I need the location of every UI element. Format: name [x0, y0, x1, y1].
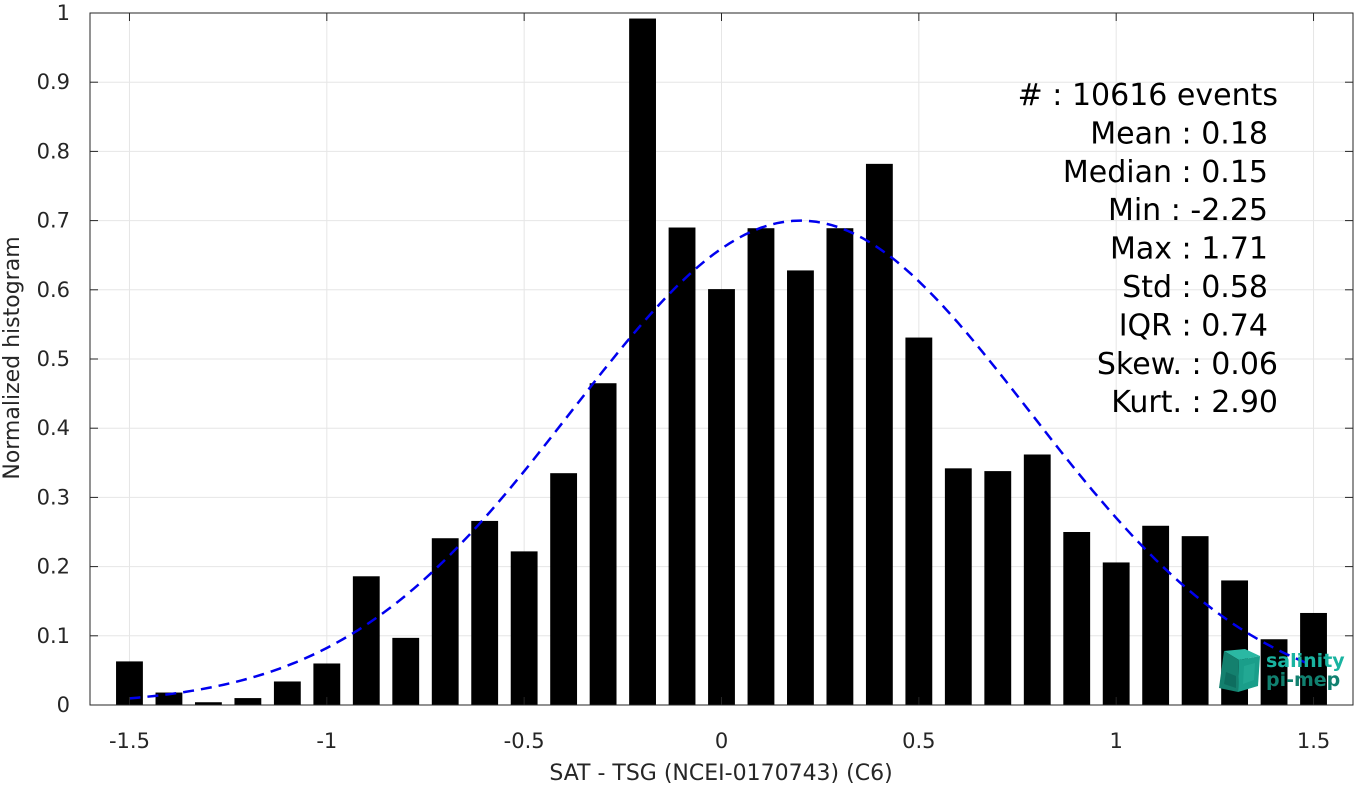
histogram-bar [392, 637, 420, 705]
x-tick-label: -1.5 [109, 729, 150, 753]
histogram-bar [708, 289, 735, 705]
histogram-bar [944, 468, 972, 705]
histogram-bar [352, 576, 380, 705]
histogram-bar [1142, 525, 1170, 705]
histogram-bar [510, 551, 538, 705]
stat-line: Std : 0.58 [1122, 270, 1268, 305]
stat-line: Max : 1.71 [1110, 232, 1268, 267]
x-tick-label: 0.5 [902, 729, 935, 753]
stat-line: # : 10616 events [1018, 78, 1278, 113]
histogram-bars [116, 18, 1327, 705]
tick-labels: -1.5 -1 -0.5 0 0.5 1 1.5 0 0.1 0.2 0.3 0.4 0.5 0.6 0.7… [37, 1, 1331, 753]
y-axis-label: Normalized histogram [0, 236, 25, 479]
histogram-bar [1260, 639, 1288, 705]
histogram-bar [905, 337, 933, 705]
stat-line: Kurt. : 2.90 [1111, 385, 1278, 420]
y-tick-label: 0.7 [37, 209, 70, 233]
x-tick-label: 1 [1110, 729, 1123, 753]
histogram-bar [865, 163, 893, 705]
y-tick-label: 0.9 [37, 70, 70, 94]
histogram-bar [747, 228, 775, 705]
y-tick-label: 0.5 [37, 347, 70, 371]
histogram-bar [194, 702, 222, 705]
y-tick-label: 0 [57, 693, 70, 717]
histogram-bar [1023, 454, 1051, 705]
y-tick-label: 0.4 [37, 416, 70, 440]
y-tick-label: 0.8 [37, 139, 70, 163]
histogram-bar [1300, 612, 1327, 705]
x-axis-label: SAT - TSG (NCEI-0170743) (C6) [549, 761, 892, 785]
y-tick-label: 0.3 [37, 485, 70, 509]
histogram-bar [431, 538, 459, 705]
x-tick-label: -0.5 [504, 729, 545, 753]
histogram-bar [1102, 562, 1130, 705]
histogram-bar [826, 228, 854, 705]
stat-line: IQR : 0.74 [1119, 308, 1268, 343]
salinity-pimep-logo: salinity pi-mep [1219, 649, 1345, 692]
x-tick-label: -1 [316, 729, 337, 753]
histogram-bar [629, 18, 656, 705]
histogram-bar [273, 681, 301, 705]
histogram-bar [1181, 536, 1209, 705]
histogram-bar [471, 520, 499, 705]
histogram-bar [155, 692, 183, 705]
y-tick-label: 0.6 [37, 278, 70, 302]
x-tick-label: 0 [715, 729, 728, 753]
x-tick-label: 1.5 [1297, 729, 1330, 753]
logo-text-pimep: pi-mep [1266, 669, 1340, 691]
stat-line: Mean : 0.18 [1090, 116, 1268, 151]
y-tick-label: 0.2 [37, 555, 70, 579]
stat-line: Skew. : 0.06 [1097, 347, 1278, 382]
logo-text-salinity: salinity [1266, 650, 1345, 672]
y-tick-label: 1 [57, 1, 70, 25]
stat-line: Median : 0.15 [1063, 155, 1268, 190]
histogram-bar [787, 270, 814, 705]
histogram-bar [984, 471, 1012, 705]
gaussian-fit [129, 219, 1314, 700]
axes-frame [89, 12, 1354, 706]
stat-line: Min : -2.25 [1108, 193, 1268, 228]
histogram-bar [1063, 532, 1091, 705]
histogram-bar [589, 383, 617, 705]
histogram-bar [234, 698, 262, 705]
cube-logo-icon [1219, 649, 1260, 692]
histogram-bar [668, 227, 696, 705]
fit-curve-line [129, 219, 1314, 700]
y-tick-label: 0.1 [37, 624, 70, 648]
histogram-bar [550, 473, 578, 705]
